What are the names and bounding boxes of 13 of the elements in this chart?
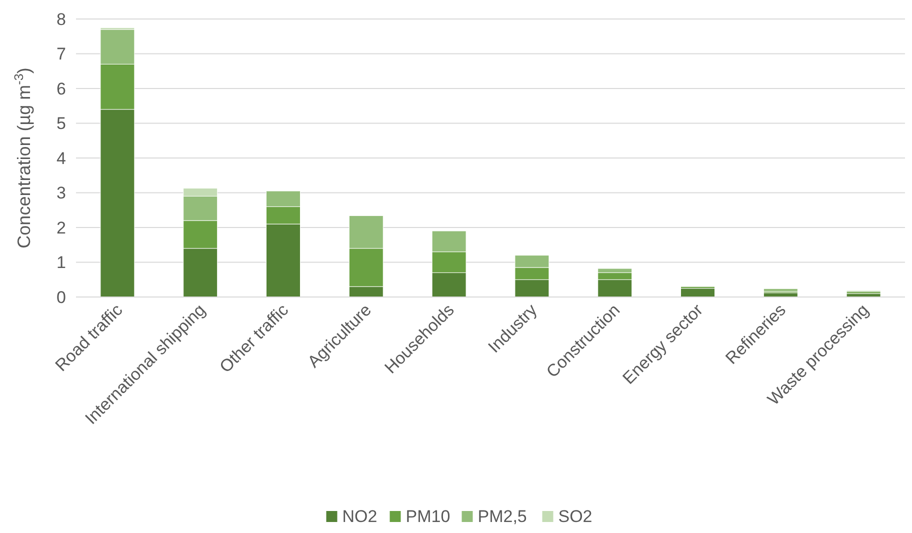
y-tick-label: 6 (56, 79, 66, 98)
legend-label: SO2 (558, 507, 592, 526)
y-tick-label: 0 (56, 288, 66, 307)
y-tick-label: 3 (56, 184, 66, 203)
y-tick-label: 7 (56, 44, 66, 64)
y-tick-label: 5 (56, 114, 66, 134)
legend-label: NO2 (342, 507, 378, 526)
y-tick-label: 2 (56, 218, 66, 238)
y-tick-label: 8 (56, 10, 66, 29)
y-tick-label: 1 (56, 253, 66, 272)
legend-label: PM10 (406, 507, 450, 526)
legend-label: PM2,5 (478, 507, 527, 526)
y-tick-label: 4 (56, 148, 66, 168)
